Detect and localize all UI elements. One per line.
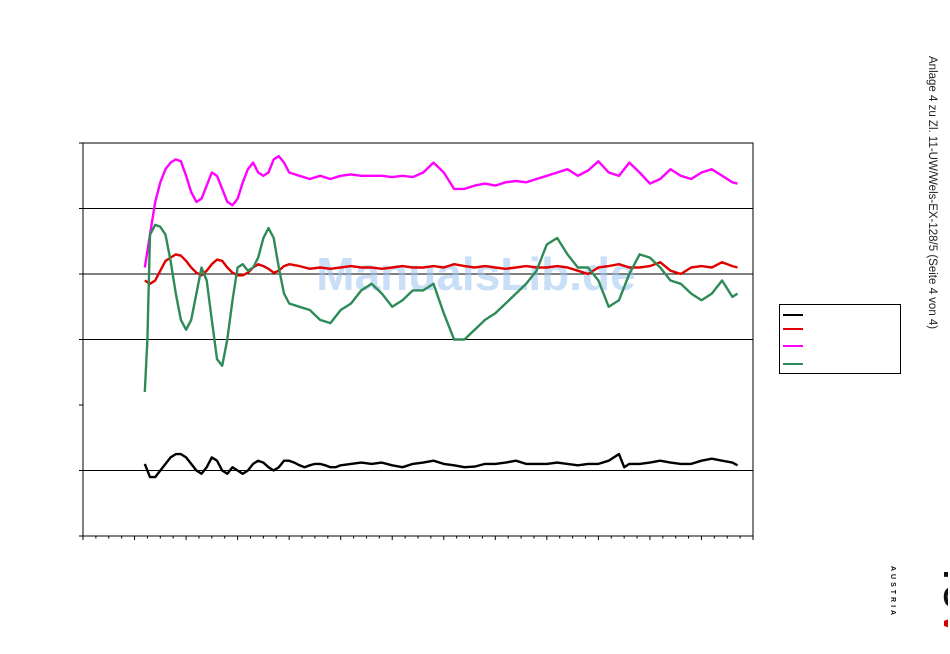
svg-text:V: V <box>936 612 948 635</box>
legend <box>779 304 901 374</box>
series-line-1 <box>144 253 738 285</box>
legend-item-red <box>783 328 803 330</box>
legend-item-black <box>783 314 803 316</box>
axis-ticks <box>79 142 754 540</box>
logo-subtitle: AUSTRIA <box>889 566 896 619</box>
series-line-3 <box>143 223 739 392</box>
watermark: ManualsLib.de <box>316 248 635 300</box>
side-note: Anlage 4 zu Zl. 11-UW/Wels-EX-128/5 (Sei… <box>926 56 938 330</box>
legend-item-green <box>783 363 803 365</box>
gridlines <box>83 208 753 471</box>
series-line-0 <box>143 452 739 479</box>
legend-item-magenta <box>783 345 803 347</box>
svg-text:TŪ: TŪ <box>936 564 948 609</box>
tuv-austria-logo-icon: TŪ V <box>936 564 948 635</box>
series-line-2 <box>143 154 738 268</box>
series-lines <box>143 154 739 479</box>
